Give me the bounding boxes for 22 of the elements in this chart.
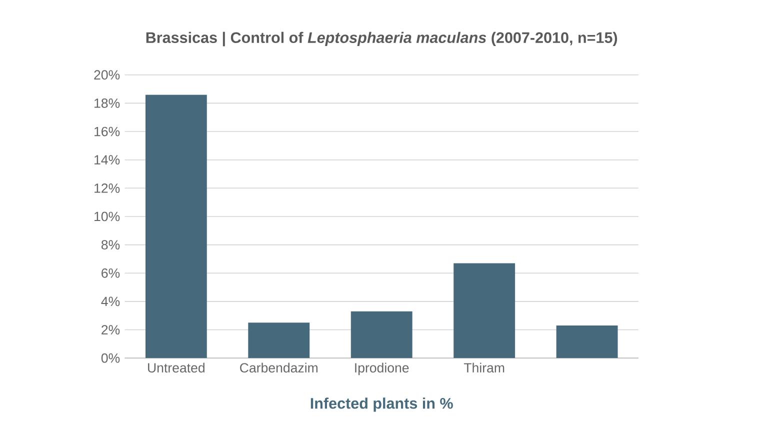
- y-tick-label: 16%: [94, 126, 120, 136]
- x-axis-title: Infected plants in %: [310, 398, 453, 412]
- x-tick-label: Iprodione: [355, 362, 409, 376]
- bar: [145, 94, 207, 358]
- x-tick-label: Carbendazim: [240, 362, 318, 373]
- x-tick-label: Untreated: [148, 362, 204, 373]
- y-tick-label: 4%: [101, 296, 120, 306]
- y-tick-label: 8%: [101, 240, 120, 250]
- bar: [350, 311, 412, 358]
- bar: [248, 322, 310, 358]
- y-tick-label: 10%: [94, 212, 120, 222]
- y-tick-label: 6%: [102, 268, 120, 278]
- y-tick-label: 0%: [101, 353, 120, 363]
- y-tick-label: 2%: [102, 325, 120, 334]
- y-tick-label: 20%: [94, 70, 120, 80]
- x-tick-label: Thiram: [464, 362, 504, 373]
- y-tick-label: 18%: [94, 98, 120, 108]
- chart-title: Brassicas | Control of Leptosphaeria maculans (2007-2010, n=15): [146, 32, 618, 46]
- bar: [454, 263, 516, 358]
- y-tick-label: 14%: [94, 155, 120, 164]
- bar: [556, 326, 618, 358]
- y-tick-label: 12%: [94, 183, 120, 193]
